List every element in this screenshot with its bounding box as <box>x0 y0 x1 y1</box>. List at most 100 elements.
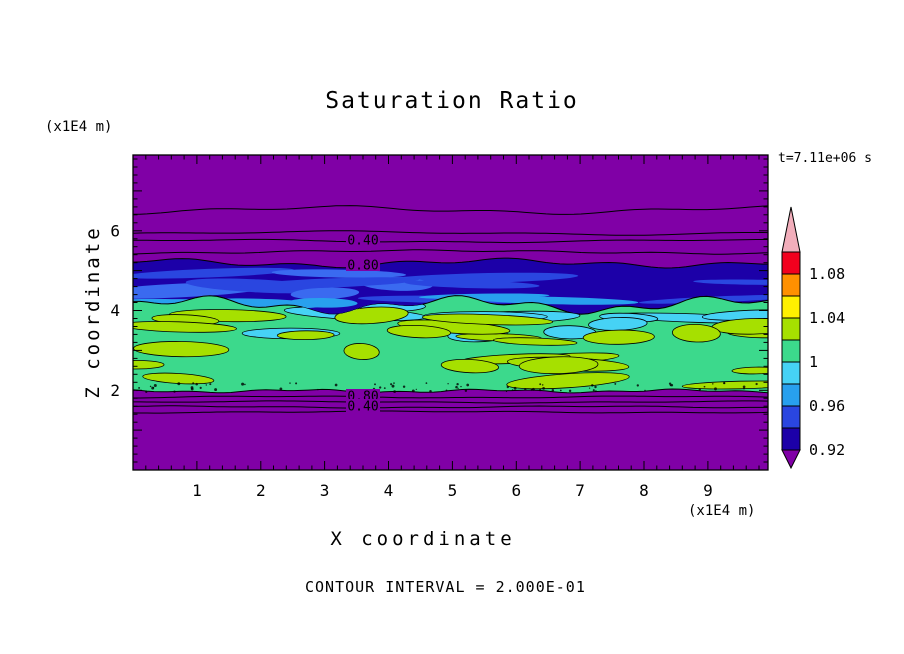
contour-blob <box>506 372 630 390</box>
speckle <box>152 386 155 389</box>
speckle <box>445 389 448 392</box>
contour-blob <box>471 296 639 305</box>
colorbar-segment <box>781 339 801 363</box>
speckle <box>447 383 449 385</box>
contour-blob <box>731 366 768 375</box>
speckle <box>374 383 376 386</box>
speckle <box>149 385 152 388</box>
colorbar-label: 1.04 <box>809 309 845 327</box>
speckle <box>415 388 417 391</box>
speckle <box>457 387 459 390</box>
speckle <box>541 384 544 386</box>
x-tick-label: 7 <box>575 481 585 500</box>
speckle <box>402 385 406 388</box>
speckle <box>379 386 382 389</box>
speckle <box>551 389 555 392</box>
speckle <box>195 382 198 386</box>
colorbar-segment <box>781 251 801 275</box>
contour-label: 0.40 <box>347 234 378 249</box>
speckle <box>505 390 508 393</box>
speckle <box>524 388 527 391</box>
contour-blob <box>493 337 578 346</box>
speckle <box>538 388 542 392</box>
speckle <box>755 382 758 386</box>
speckle <box>568 389 572 393</box>
speckle <box>592 389 595 392</box>
speckle <box>723 382 726 384</box>
contour-blob <box>133 360 165 370</box>
contour-label-bg <box>346 399 380 412</box>
colorbar-segment <box>781 405 801 429</box>
colorbar-label: 1.08 <box>809 265 845 283</box>
contour-line <box>133 410 768 414</box>
contour-blob <box>343 343 380 360</box>
x-tick-label: 6 <box>511 481 521 500</box>
contour-line <box>133 205 768 215</box>
speckle <box>190 387 194 391</box>
speckle <box>742 385 746 389</box>
speckle <box>698 388 702 391</box>
contour-line <box>133 400 768 404</box>
colorbar-segment <box>781 295 801 319</box>
speckle <box>456 383 459 386</box>
speckle <box>614 382 617 385</box>
contour-label-bg <box>346 233 380 246</box>
speckle <box>145 390 148 394</box>
colorbar-label: 0.92 <box>809 441 845 459</box>
plot-field: 0.400.800.800.40 <box>133 155 768 470</box>
contour-label-bg <box>346 258 380 271</box>
contour-blob <box>582 329 655 345</box>
speckle <box>173 390 176 393</box>
speckle <box>214 388 218 392</box>
colorbar-arrow-bottom <box>781 449 801 470</box>
y-tick-label: 4 <box>110 301 120 320</box>
contour-blob <box>133 321 237 333</box>
speckle <box>289 382 291 384</box>
x-tick-label: 8 <box>639 481 649 500</box>
speckle <box>559 389 562 392</box>
contour-blob <box>386 324 451 339</box>
contour-blob <box>240 277 419 289</box>
x-tick-label: 2 <box>256 481 266 500</box>
contour-blob <box>276 330 335 341</box>
contour-blob <box>290 287 360 300</box>
contour-blob <box>334 306 409 325</box>
speckle <box>241 382 245 386</box>
axis-ticks <box>133 155 768 470</box>
colorbar-segment <box>781 383 801 407</box>
green-mottle <box>133 299 768 390</box>
colorbar-segment <box>781 361 801 385</box>
speckle <box>506 385 509 389</box>
contour-blob <box>681 380 768 390</box>
speckle <box>334 383 338 387</box>
contour-blob <box>518 356 599 375</box>
speckle <box>393 382 395 384</box>
speckle <box>244 383 246 386</box>
speckle <box>455 385 458 389</box>
colorbar-arrow-top <box>781 206 801 253</box>
contour-blob <box>421 313 554 326</box>
speckle <box>295 382 298 385</box>
speckle <box>712 383 714 385</box>
colorbar-segment <box>781 317 801 341</box>
x-tick-label: 9 <box>703 481 713 500</box>
speckle <box>703 385 706 388</box>
contour-line <box>133 405 768 409</box>
speckle <box>669 384 672 387</box>
speckle <box>383 387 386 389</box>
speckle <box>391 384 395 388</box>
y-tick-label: 6 <box>110 221 120 240</box>
speckle <box>714 387 717 391</box>
x-tick-label: 3 <box>320 481 330 500</box>
y-tick-label: 2 <box>110 381 120 400</box>
speckle <box>594 390 597 393</box>
contour-line <box>133 395 768 399</box>
contour-blob <box>693 279 768 285</box>
colorbar: 1.08 1.04 1 0.96 0.92 <box>781 206 845 470</box>
speckle <box>393 390 396 393</box>
x-axis-title: X coordinate <box>330 528 516 550</box>
speckle <box>138 386 141 389</box>
speckle <box>464 389 468 392</box>
